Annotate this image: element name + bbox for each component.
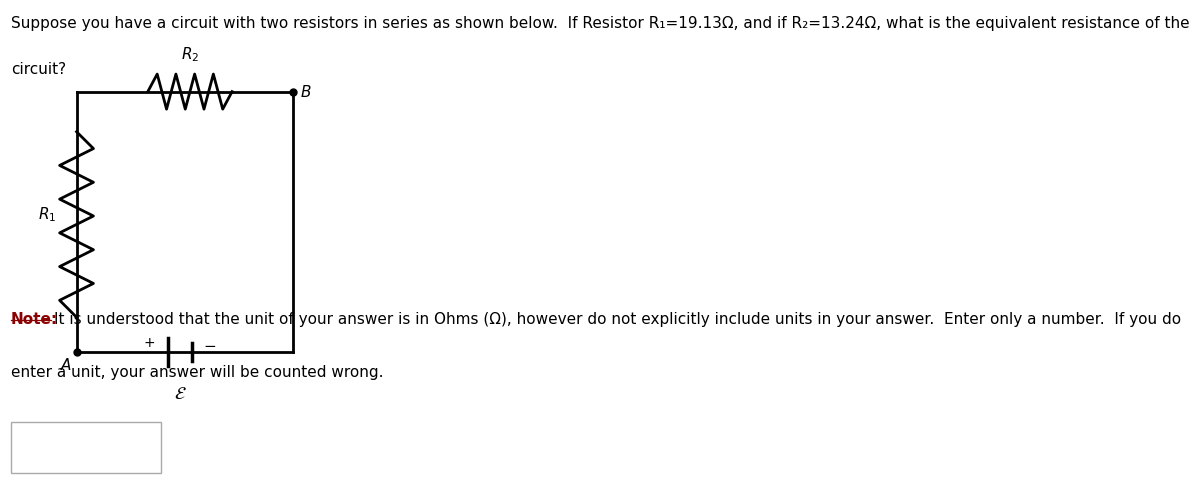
Text: enter a unit, your answer will be counted wrong.: enter a unit, your answer will be counte… [11,365,383,380]
Text: $B$: $B$ [300,84,312,100]
Text: $\mathcal{E}$: $\mathcal{E}$ [174,385,187,403]
Text: $R_1$: $R_1$ [37,205,56,224]
Text: $+$: $+$ [143,336,155,350]
Text: $-$: $-$ [203,337,216,352]
FancyBboxPatch shape [11,422,161,473]
Text: circuit?: circuit? [11,61,66,77]
Text: $R_2$: $R_2$ [181,45,199,64]
Text: Suppose you have a circuit with two resistors in series as shown below.  If Resi: Suppose you have a circuit with two resi… [11,17,1189,31]
Text: $A$: $A$ [60,357,72,373]
Text: Note:: Note: [11,312,58,327]
Text: It is understood that the unit of your answer is in Ohms (Ω), however do not exp: It is understood that the unit of your a… [54,312,1181,327]
